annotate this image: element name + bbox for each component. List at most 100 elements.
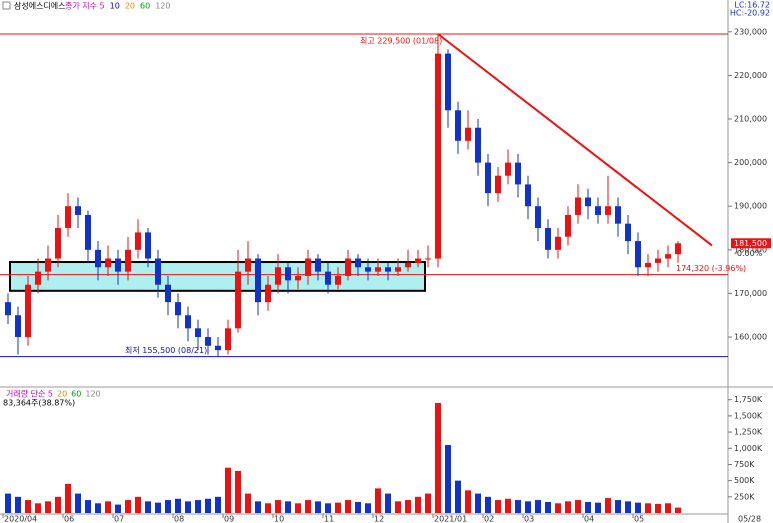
volume-bar: [535, 500, 541, 513]
x-tick-label: 07: [114, 515, 124, 523]
volume-bar: [155, 502, 161, 513]
price-label: 181,500: [734, 239, 767, 248]
volume-bar: [355, 501, 361, 513]
legend-item: 60: [71, 390, 81, 399]
range-box: [9, 261, 426, 292]
legend-item: 120: [85, 390, 100, 399]
volume-bar: [605, 498, 611, 513]
candle-body: [555, 236, 561, 250]
x-tick-label: 06: [64, 515, 74, 523]
volume-bar: [115, 504, 121, 513]
candle-body: [105, 258, 111, 268]
checkbox[interactable]: [2, 1, 11, 10]
annotation: 최고 229,500 (01/08): [360, 35, 442, 45]
annotation: 최저 155,500 (08/21): [125, 345, 207, 355]
candle-body: [225, 328, 231, 351]
volume-bar: [305, 500, 311, 513]
candle-body: [565, 214, 571, 237]
candle-body: [315, 258, 321, 272]
volume-bar: [625, 501, 631, 513]
volume-bar: [205, 498, 211, 513]
candle-body: [625, 223, 631, 242]
candle-body: [35, 271, 41, 285]
candle-body: [655, 258, 661, 263]
candle-body: [435, 53, 441, 259]
volume-bar: [325, 503, 331, 513]
candle-body: [175, 302, 181, 316]
volume-bar: [585, 501, 591, 513]
legend-item: 120: [155, 2, 170, 11]
volume-bar: [225, 467, 231, 513]
volume-bar: [545, 501, 551, 513]
volume-bar: [485, 496, 491, 513]
candle-body: [455, 110, 461, 141]
candle-body: [665, 254, 671, 259]
volume-bar: [235, 470, 241, 513]
y-tick-label: 250K: [734, 492, 755, 501]
volume-bar: [635, 502, 641, 513]
y-tick-label: 750K: [734, 460, 755, 469]
volume-bar: [415, 496, 421, 513]
candle-body: [645, 262, 651, 268]
volume-bar: [595, 502, 601, 513]
y-tick-label: 1,750K: [734, 395, 763, 404]
x-tick-label: 05/28: [738, 515, 761, 523]
candle-body: [485, 162, 491, 194]
candle-body: [365, 267, 371, 272]
x-tick-label: 09: [224, 515, 234, 523]
candle-body: [25, 284, 31, 338]
candle-body: [115, 258, 121, 272]
volume-bar: [85, 500, 91, 513]
candle-body: [295, 275, 301, 281]
volume-bar: [125, 500, 131, 513]
candle-body: [415, 258, 421, 263]
x-tick-label: 2021/01: [434, 515, 467, 523]
candle-body: [675, 243, 681, 255]
y-tick-label: 230,000: [734, 27, 767, 36]
candle-body: [245, 258, 251, 272]
candle-body: [425, 258, 431, 260]
candle-body: [635, 241, 641, 268]
candle-body: [195, 328, 201, 338]
volume-bar: [185, 501, 191, 513]
volume-bar: [675, 507, 681, 513]
candle-body: [135, 232, 141, 250]
legend-item: 20: [57, 390, 67, 399]
volume-bar: [45, 501, 51, 513]
volume-bar: [525, 501, 531, 513]
x-tick-label: 08: [174, 515, 184, 523]
candle-body: [5, 302, 11, 316]
candle-body: [325, 271, 331, 285]
volume-bar: [655, 503, 661, 513]
candle-body: [395, 267, 401, 272]
y-tick-label: 210,000: [734, 115, 767, 124]
corner-label: HC:-20.92: [730, 9, 770, 18]
legend-item: 60: [140, 2, 150, 11]
x-tick-label: 05: [634, 515, 644, 523]
candle-body: [575, 197, 581, 215]
y-tick-label: 190,000: [734, 202, 767, 211]
candle-body: [465, 127, 471, 141]
candle-body: [45, 258, 51, 272]
candle-body: [595, 206, 601, 215]
candle-body: [305, 258, 311, 276]
x-tick-label: 03: [524, 515, 534, 523]
volume-bar: [425, 493, 431, 513]
candle-body: [445, 53, 451, 111]
candle-body: [165, 284, 171, 303]
candle-body: [545, 228, 551, 250]
volume-bar: [135, 496, 141, 513]
volume-bar: [385, 493, 391, 513]
candle-body: [585, 197, 591, 207]
volume-bar: [345, 500, 351, 513]
legend-item: 거래량 단순 5: [6, 389, 53, 399]
volume-bar: [285, 501, 291, 513]
candle-body: [75, 206, 81, 215]
volume-bar: [505, 498, 511, 513]
candle-body: [375, 267, 381, 272]
y-tick-label: 1,000K: [734, 444, 763, 453]
volume-bar: [645, 503, 651, 513]
y-tick-label: 220,000: [734, 71, 767, 80]
volume-bar: [105, 501, 111, 513]
candle-body: [515, 162, 521, 185]
